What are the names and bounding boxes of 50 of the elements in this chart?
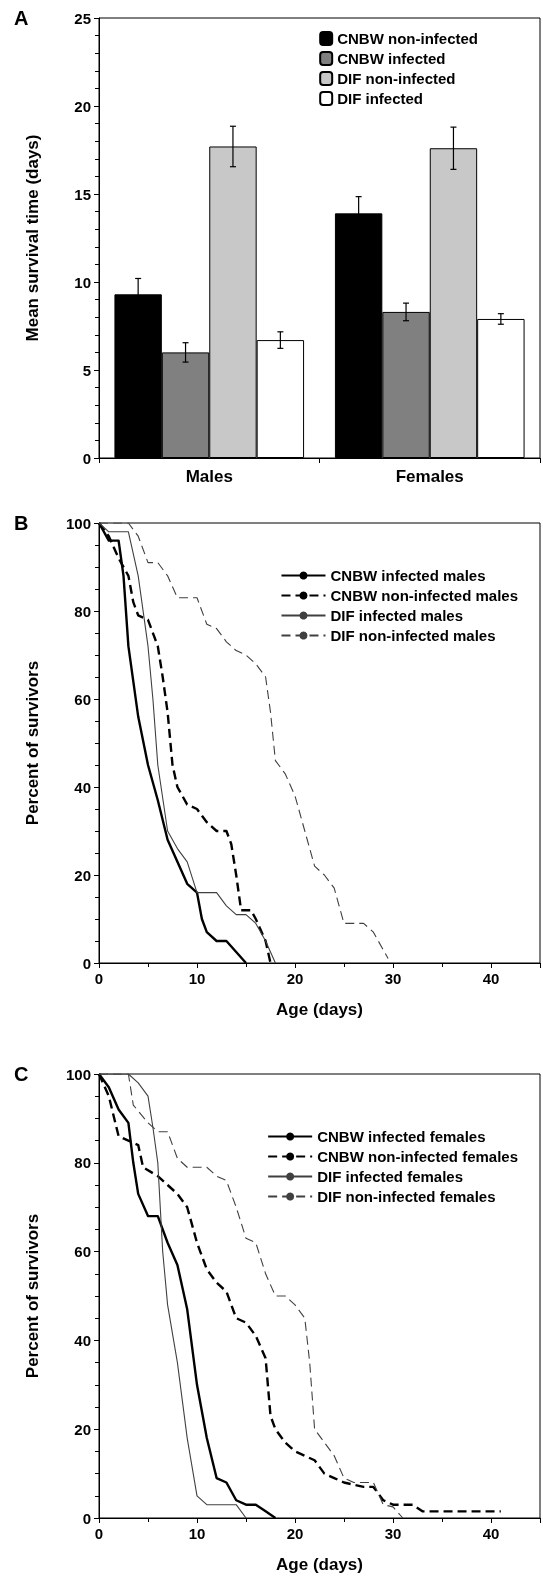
x-tick-label: Females	[395, 467, 464, 486]
legend-label: DIF non-infected	[337, 70, 456, 87]
text: A	[14, 7, 29, 29]
x-tick-label: 0	[94, 970, 104, 987]
y-tick-label: 20	[74, 1420, 91, 1438]
y-axis-title: Mean survival time (days)	[23, 134, 42, 342]
y-tick-label: 10	[74, 273, 91, 291]
text: B	[14, 512, 29, 534]
x-axis-title: Age (days)	[276, 1555, 363, 1574]
legend-label: DIF infected males	[330, 607, 464, 624]
legend-label: DIF infected	[337, 90, 424, 107]
y-tick-label: 60	[74, 1243, 91, 1261]
y-tick-label: 80	[74, 602, 91, 620]
y-tick-label: 20	[74, 97, 91, 115]
y-tick-label: 40	[74, 1331, 91, 1349]
y-tick-label: 0	[82, 1509, 91, 1527]
x-tick-label: Males	[185, 467, 233, 486]
y-axis-title: Percent of survivors	[23, 660, 42, 826]
y-tick-label: 60	[74, 690, 91, 708]
legend-label: CNBW infected males	[330, 567, 486, 584]
x-tick-label: 40	[482, 1525, 500, 1542]
y-tick-label: 100	[65, 1065, 91, 1083]
x-tick-label: 40	[482, 970, 500, 987]
legend-label: DIF non-infected males	[330, 627, 496, 644]
legend-label: CNBW non-infected males	[330, 587, 518, 604]
legend-label: CNBW infected females	[317, 1128, 486, 1145]
legend-label: CNBW non-infected	[337, 30, 479, 47]
y-tick-label: 5	[82, 361, 91, 379]
y-tick-label: 15	[74, 185, 91, 203]
y-tick-label: 0	[82, 954, 91, 972]
x-tick-label: 10	[188, 970, 206, 987]
x-tick-label: 20	[286, 970, 304, 987]
legend-label: CNBW non-infected females	[317, 1148, 519, 1165]
x-tick-label: 10	[188, 1525, 206, 1542]
x-tick-label: 0	[94, 1525, 104, 1542]
y-tick-label: 40	[74, 778, 91, 796]
y-tick-label: 100	[65, 514, 91, 532]
y-tick-label: 25	[74, 9, 91, 27]
y-tick-label: 20	[74, 866, 91, 884]
legend-label: CNBW infected	[337, 50, 446, 67]
text: C	[14, 1063, 29, 1085]
x-tick-label: 30	[384, 1525, 402, 1542]
y-tick-label: 80	[74, 1154, 91, 1172]
y-axis-title: Percent of survivors	[23, 1213, 42, 1379]
y-tick-label: 0	[82, 449, 91, 467]
x-tick-label: 20	[286, 1525, 304, 1542]
legend-label: DIF infected females	[317, 1168, 464, 1185]
x-axis-title: Age (days)	[276, 1000, 363, 1019]
legend-label: DIF non-infected females	[317, 1188, 496, 1205]
x-tick-label: 30	[384, 970, 402, 987]
